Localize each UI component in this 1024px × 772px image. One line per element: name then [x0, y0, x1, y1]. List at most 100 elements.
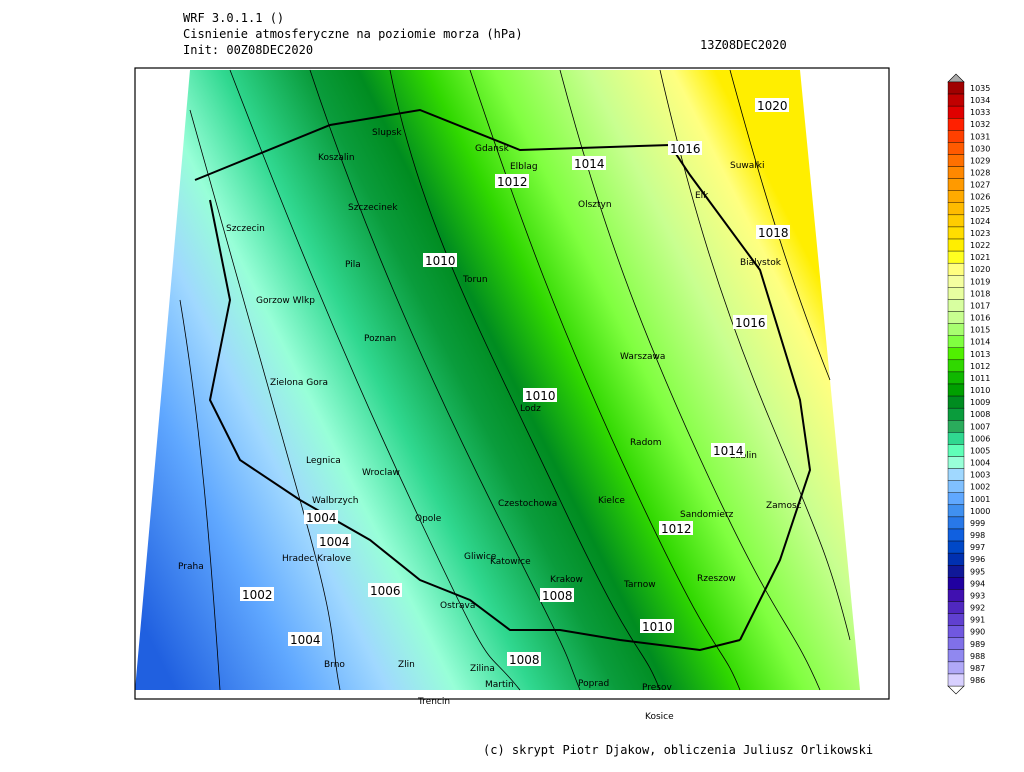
colorbar-label: 986: [970, 676, 985, 685]
colorbar-swatch: [947, 420, 965, 433]
isobar-label: 1006: [370, 584, 401, 598]
isobar-label: 1010: [425, 254, 456, 268]
colorbar-swatch: [947, 287, 965, 300]
isobar-label: 1012: [661, 522, 692, 536]
isobar-label: 1012: [497, 175, 528, 189]
isobar-label: 1014: [574, 157, 605, 171]
city-label: Czestochowa: [498, 499, 557, 509]
city-label: Elblag: [510, 162, 538, 172]
isobar-label-box: [288, 632, 322, 646]
colorbar-swatch: [947, 577, 965, 590]
colorbar-label: 1004: [970, 459, 990, 468]
isobars: [179, 69, 851, 691]
colorbar-swatch: [947, 456, 965, 469]
valid-time: 13Z08DEC2020: [700, 38, 787, 52]
colorbar-label: 997: [970, 543, 985, 552]
borders: [194, 108, 812, 652]
colorbar-swatch: [947, 552, 965, 566]
city-label: Sandomierz: [680, 510, 734, 520]
colorbar-label: 1026: [970, 193, 990, 202]
colorbar-label: 992: [970, 604, 985, 613]
isobar-label: 1016: [735, 316, 766, 330]
colorbar-swatch: [947, 516, 965, 530]
city-label: Zielona Gora: [270, 378, 328, 388]
colorbar-label: 994: [970, 579, 985, 588]
isobar-label-box: [540, 588, 574, 602]
city-label: Gdansk: [475, 144, 510, 154]
colorbar-label: 1001: [970, 495, 990, 504]
city-label: Kielce: [598, 496, 625, 506]
colorbar-label: 1032: [970, 120, 990, 129]
city-label: Katowice: [490, 557, 531, 567]
colorbar-label: 1007: [970, 422, 990, 431]
colorbar-swatch: [947, 395, 965, 409]
colorbar-label: 1035: [970, 84, 990, 93]
colorbar-label: 1003: [970, 471, 990, 480]
colorbar-swatch: [947, 468, 965, 481]
isobar-label-box: [659, 521, 693, 535]
colorbar-label: 1014: [970, 338, 990, 347]
isobar-label: 1008: [542, 589, 573, 603]
header-line: Init: 00Z08DEC2020: [183, 43, 313, 57]
colorbar-arrow: [947, 685, 965, 695]
isobar-label-box: [733, 315, 767, 329]
colorbar-swatch: [947, 130, 965, 143]
isobar-label-box: [668, 141, 702, 155]
isobar-label: 1004: [306, 511, 337, 525]
colorbar-label: 1033: [970, 108, 990, 117]
city-label: Krakow: [550, 575, 583, 585]
city-label: Zlin: [398, 660, 415, 670]
colorbar-label: 1015: [970, 326, 990, 335]
city-label: Gliwice: [464, 552, 497, 562]
isobar-label-box: [756, 225, 790, 239]
colorbar-label: 1006: [970, 434, 990, 443]
colorbar: 1035 1034 1033 1032 1031 1030 1029 1028 1027 1026…: [947, 73, 990, 695]
colorbar-label: 1024: [970, 217, 990, 226]
colorbar-label: 993: [970, 591, 985, 600]
footer: (c) skrypt Piotr Djakow, obliczenia Juli…: [483, 743, 873, 757]
header-line: WRF 3.0.1.1 (): [183, 11, 284, 25]
isobar-label-box: [572, 156, 606, 170]
isobar-label-box: [368, 583, 402, 597]
colorbar-label: 1030: [970, 144, 990, 153]
colorbar-swatch: [947, 323, 965, 336]
colorbar-label: 1002: [970, 483, 990, 492]
isobar-label-box: [317, 534, 351, 548]
colorbar-swatch: [947, 661, 965, 675]
colorbar-swatch: [947, 601, 965, 614]
isobar-label-box: [304, 510, 338, 524]
city-label: Tarnow: [623, 580, 656, 590]
city-label: Ostrava: [440, 601, 475, 611]
colorbar-swatch: [947, 589, 965, 602]
city-label: Brno: [324, 660, 345, 670]
colorbar-swatch: [947, 142, 965, 155]
colorbar-swatch: [947, 528, 965, 542]
city-label: Legnica: [306, 456, 341, 466]
colorbar-swatch: [947, 262, 965, 276]
colorbar-swatch: [947, 250, 965, 264]
colorbar-swatch: [947, 214, 965, 228]
colorbar-label: 1009: [970, 398, 990, 407]
city-label: Presov: [642, 683, 673, 693]
isobar-label-box: [711, 443, 745, 457]
colorbar-swatch: [947, 637, 965, 650]
isobar-label-layer: 1020 1016 1014 1012 1018 1010 1016 1010 1014 1004…: [240, 98, 790, 667]
city-label: Opole: [415, 514, 442, 524]
colorbar-label: 996: [970, 555, 985, 564]
isobar-label-box: [495, 174, 529, 188]
isobar-label-box: [523, 388, 557, 402]
colorbar-swatch: [947, 540, 965, 554]
colorbar-label: 1027: [970, 181, 990, 190]
colorbar-label: 1021: [970, 253, 990, 262]
isobar-label: 1004: [319, 535, 350, 549]
city-label: Slupsk: [372, 128, 402, 138]
city-label: Elk: [695, 191, 709, 201]
colorbar-swatch: [947, 359, 965, 373]
city-label: Warszawa: [620, 352, 665, 362]
city-label: Martin: [485, 680, 514, 690]
isobar-label: 1004: [290, 633, 321, 647]
city-label: Koszalin: [318, 153, 355, 163]
colorbar-label: 999: [970, 519, 985, 528]
isobar-label: 1010: [642, 620, 673, 634]
